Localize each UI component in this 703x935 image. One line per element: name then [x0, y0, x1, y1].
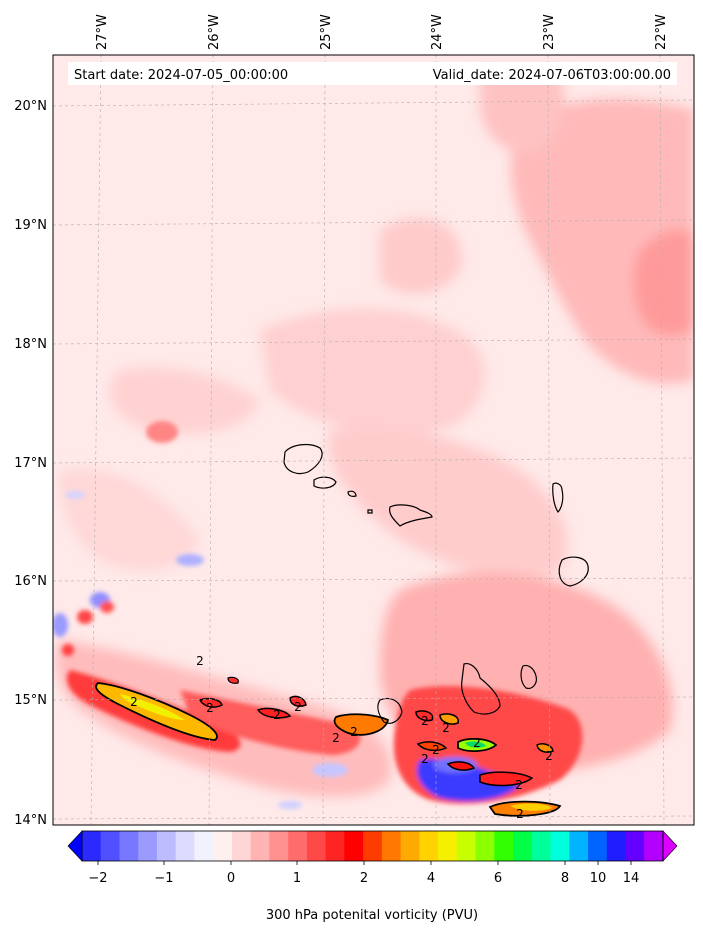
colorbar-tick-label: −2	[88, 871, 107, 886]
contour-label: 2	[545, 749, 553, 763]
contour-label: 2	[350, 725, 358, 739]
lat-tick-labels: 20°N 19°N 18°N 17°N 16°N 15°N 14°N	[14, 99, 47, 828]
colorbar-tick-label: 2	[360, 871, 368, 886]
header-box	[68, 62, 677, 85]
colorbar-cell	[306, 831, 327, 861]
header-start-date: Start date: 2024-07-05_00:00:00	[74, 68, 288, 83]
colorbar-cell	[175, 831, 196, 861]
contour-label: 2	[421, 714, 429, 728]
contour-label: 2	[206, 701, 214, 715]
contour-label: 2	[473, 736, 481, 750]
contour-label: 2	[442, 721, 450, 735]
header-valid-date: Valid_date: 2024-07-06T03:00:00.00	[433, 68, 671, 83]
contour-label: 2	[130, 695, 138, 709]
contour-label: 2	[515, 778, 523, 792]
colorbar-cell	[625, 831, 645, 861]
colorbar-tick-label: −1	[154, 871, 173, 886]
colorbar-tick-label: 10	[590, 871, 607, 886]
colorbar-tick-label: 4	[427, 871, 435, 886]
contour-label: 2	[273, 708, 281, 722]
lat-tick-label: 15°N	[14, 693, 47, 708]
colorbar-cell	[119, 831, 139, 861]
pv-filaments	[95, 676, 562, 817]
colorbar-cell	[438, 831, 458, 861]
colorbar-cell	[644, 831, 664, 861]
lat-tick-label: 20°N	[14, 99, 47, 114]
contour-label: 2	[516, 807, 524, 821]
contour-label: 2	[332, 731, 340, 745]
colorbar-cell	[531, 831, 552, 861]
colorbar-cell	[513, 831, 533, 861]
colorbar-cell	[156, 831, 177, 861]
colorbar-cell	[494, 831, 514, 861]
colorbar-tick-label: 6	[494, 871, 502, 886]
colorbar-extend-low	[67, 830, 83, 862]
colorbar-frame	[81, 830, 664, 862]
colorbar-cell	[381, 831, 402, 861]
colorbar-cell	[569, 831, 589, 861]
colorbar-cell	[475, 831, 495, 861]
lat-tick-label: 17°N	[14, 456, 47, 471]
colorbar-tick-label: 14	[623, 871, 640, 886]
colorbar: −2 −1 0 1 2 4 6 8 10 14 300 hPa potenita…	[67, 830, 678, 923]
colorbar-cell	[82, 831, 102, 861]
lon-tick-label: 23°W	[542, 14, 557, 50]
contour-label: 2	[421, 752, 429, 766]
lat-tick-label: 14°N	[14, 813, 47, 828]
contour-labels: 2 2 2 2 2 2 2 2 2 2 2 2 2 2 2	[130, 654, 553, 821]
colorbar-cell	[250, 831, 271, 861]
lon-tick-labels: 27°W 26°W 25°W 24°W 23°W 22°W	[95, 14, 669, 50]
colorbar-tick-label: 8	[561, 871, 569, 886]
colorbar-cell	[213, 831, 233, 861]
colorbar-tick-labels: −2 −1 0 1 2 4 6 8 10 14	[88, 871, 639, 886]
colorbar-cell	[194, 831, 214, 861]
contour-label: 2	[294, 700, 302, 714]
colorbar-cell	[419, 831, 439, 861]
colorbar-cell	[269, 831, 289, 861]
lon-tick-label: 27°W	[95, 14, 110, 50]
colorbar-ticks	[97, 861, 632, 865]
contour-label: 2	[432, 743, 440, 757]
colorbar-cell	[344, 831, 364, 861]
colorbar-cells	[82, 831, 664, 861]
colorbar-cell	[325, 831, 345, 861]
lon-tick-label: 22°W	[654, 14, 669, 50]
colorbar-cell	[288, 831, 308, 861]
lat-tick-label: 19°N	[14, 218, 47, 233]
lon-tick-label: 25°W	[319, 14, 334, 50]
lat-tick-label: 18°N	[14, 337, 47, 352]
colorbar-tick-label: 0	[227, 871, 235, 886]
lon-tick-label: 24°W	[430, 14, 445, 50]
colorbar-cell	[456, 831, 477, 861]
colorbar-tick-label: 1	[293, 871, 301, 886]
lon-tick-label: 26°W	[207, 14, 222, 50]
colorbar-cell	[100, 831, 121, 861]
coastlines	[283, 443, 589, 724]
colorbar-cell	[606, 831, 627, 861]
colorbar-extend-high	[662, 830, 678, 862]
contour-label: 2	[196, 654, 204, 668]
lat-tick-label: 16°N	[14, 574, 47, 589]
colorbar-label: 300 hPa potenital vorticity (PVU)	[266, 908, 478, 923]
colorbar-cell	[400, 831, 420, 861]
graticule	[53, 55, 694, 825]
colorbar-cell	[138, 831, 158, 861]
colorbar-cell	[550, 831, 570, 861]
colorbar-cell	[231, 831, 252, 861]
colorbar-cell	[363, 831, 383, 861]
colorbar-cell	[588, 831, 608, 861]
plot-frame	[52, 54, 695, 826]
pv-field	[53, 55, 694, 825]
